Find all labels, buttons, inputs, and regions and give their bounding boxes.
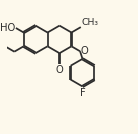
Text: F: F [80,88,85,98]
Text: O: O [81,46,88,56]
Text: O: O [56,65,63,75]
Text: HO: HO [0,23,15,33]
Text: CH₃: CH₃ [81,18,98,27]
